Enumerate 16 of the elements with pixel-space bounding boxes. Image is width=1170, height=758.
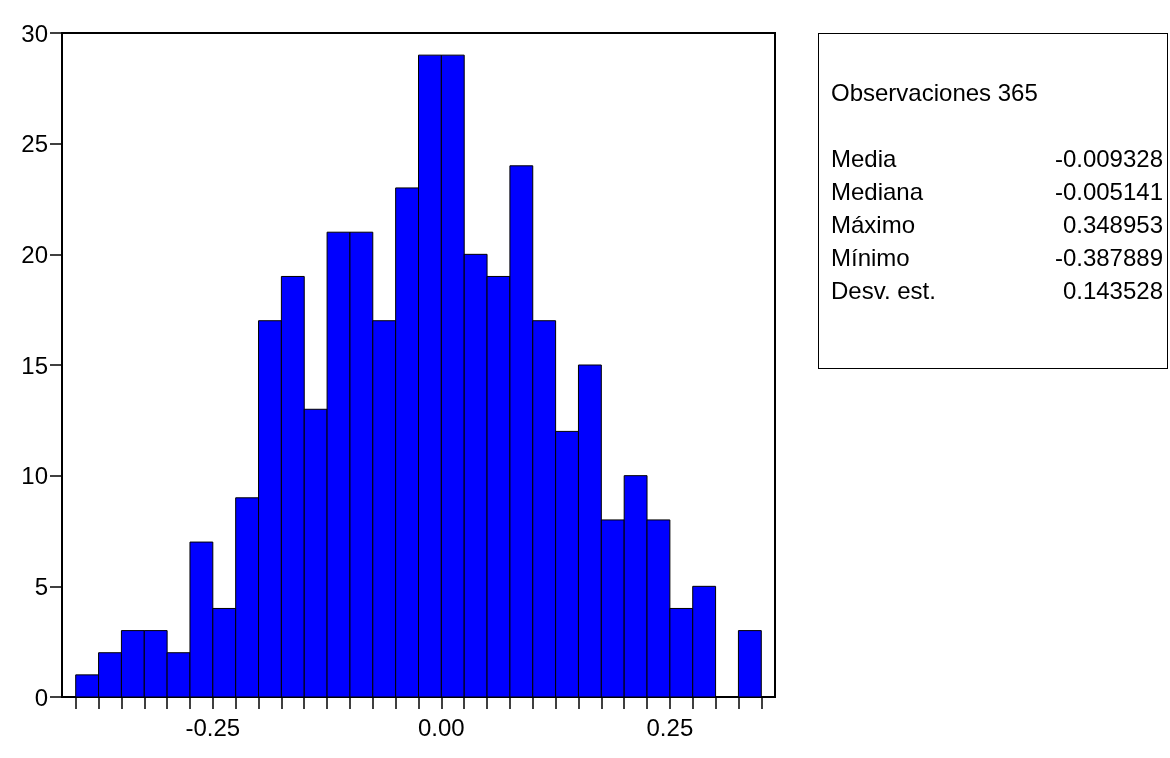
text: Mínimo -0.387889 [831,244,1163,271]
text: Observaciones 365 [831,78,1039,108]
text: Máximo 0.348953 [831,211,1163,238]
y-tick-label: 25 [21,130,48,158]
y-tick-label: 20 [21,240,48,268]
y-tick-label: 15 [21,351,48,379]
text: Media -0.009328 [831,145,1163,172]
y-tick-label: 5 [34,572,48,600]
x-tick-label: -0.25 [185,713,241,741]
x-tick-label: 0.00 [417,713,465,741]
text: Mediana -0.005141 [831,178,1163,205]
y-tick-label: 30 [21,19,48,47]
y-tick-label: 0 [34,683,48,711]
text: Desv. est. 0.143528 [831,277,1163,304]
x-tick-label: 0.25 [646,713,694,741]
y-tick-label: 10 [21,462,48,490]
